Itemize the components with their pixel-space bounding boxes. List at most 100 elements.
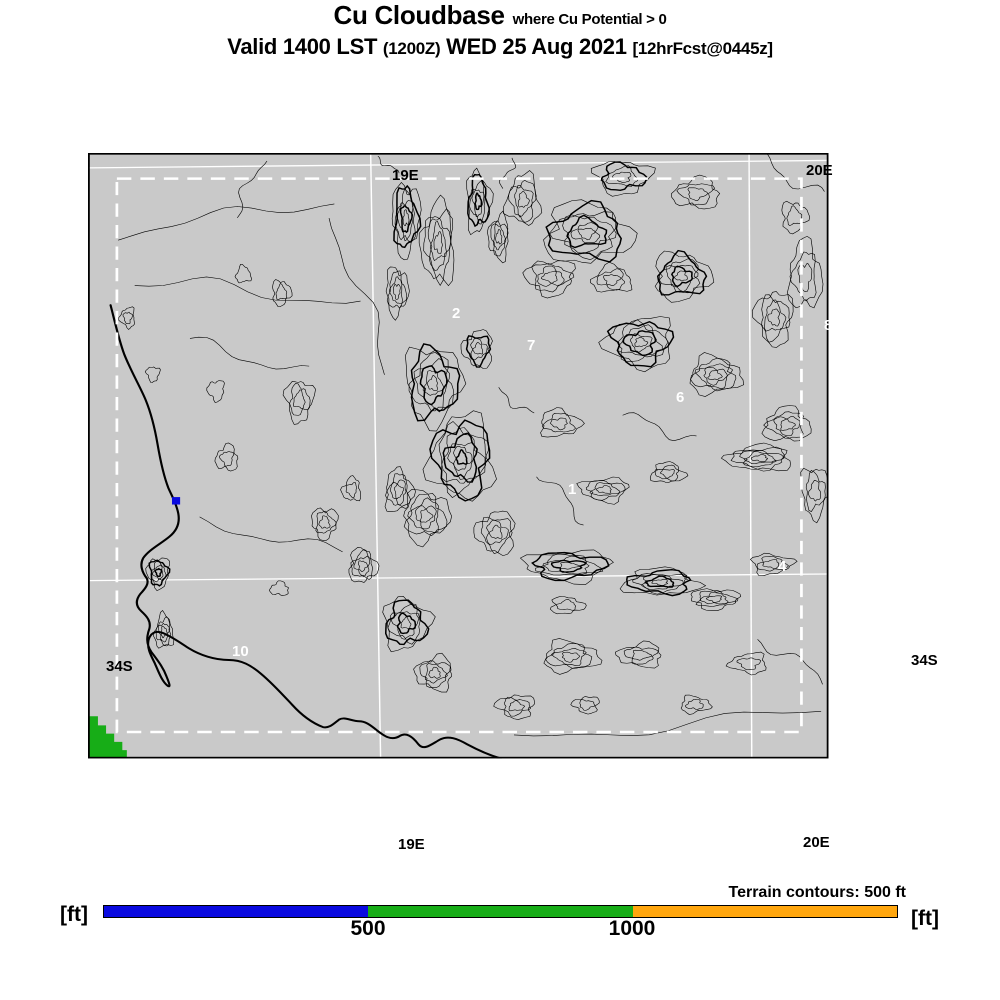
title-line-2: Valid 1400 LST (1200Z) WED 25 Aug 2021 [… (0, 34, 1000, 60)
terrain-contour (694, 363, 734, 389)
terrain-contour (493, 223, 507, 251)
terrain-contour (606, 320, 675, 368)
terrain-contour (670, 265, 694, 288)
terrain-contour (490, 220, 509, 257)
terrain-contour (626, 568, 692, 597)
terrain-contour (541, 412, 576, 433)
terrain-contour (773, 416, 801, 436)
terrain-contour (471, 189, 485, 218)
terrain-contour (730, 446, 786, 472)
terrain-contour (315, 510, 337, 534)
terrain-contour (707, 370, 723, 380)
terrain-contour (508, 700, 526, 712)
terrain-contour (612, 171, 632, 183)
valid-zulu: (1200Z) (382, 39, 441, 58)
colorbar-segment-above-1000 (632, 906, 897, 917)
terrain-contour (396, 612, 417, 635)
terrain-contour (402, 209, 410, 227)
terrain-contour (268, 580, 289, 596)
legend-tick-500: 500 (350, 917, 386, 940)
terrain-contour (419, 365, 448, 406)
terrain-contour (519, 549, 614, 585)
terrain-contour (118, 306, 135, 330)
terrain-contour (429, 419, 491, 502)
terrain-contour (424, 663, 448, 684)
terrain-contour (763, 411, 804, 439)
terrain-contour (154, 567, 163, 578)
terrain-contour (407, 497, 439, 533)
terrain-contour (579, 699, 596, 711)
terrain-contour (644, 575, 675, 588)
terrain-contour (676, 183, 716, 206)
terrain-contour (767, 308, 781, 327)
terrain-contour (656, 249, 708, 296)
terrain-contour (472, 341, 484, 355)
terrain-contour (800, 467, 829, 524)
terrain-contour (517, 191, 530, 208)
terrain-contour (495, 229, 503, 245)
terrain-contour (780, 418, 796, 431)
terrain-contour (549, 595, 587, 615)
terrain-contour (480, 516, 513, 555)
map-svg (88, 153, 829, 759)
terrain-contour (632, 573, 688, 595)
terrain-contour (622, 412, 697, 441)
terrain-contour (690, 588, 742, 611)
terrain-contour (487, 210, 509, 264)
terrain-contour (684, 698, 704, 710)
terrain-contour (387, 603, 421, 645)
terrain-contour (234, 263, 252, 284)
terrain-contour (786, 205, 803, 227)
terrain-contour (522, 260, 576, 299)
terrain-contour (705, 595, 723, 603)
terrain-contour (420, 509, 434, 523)
terrain-contour (415, 505, 437, 530)
terrain-contour (218, 451, 235, 467)
terrain-contour (498, 387, 535, 414)
valid-time: Valid 1400 LST (227, 34, 378, 59)
terrain-contour (455, 448, 468, 466)
terrain-contour (756, 556, 789, 572)
terrain-contour (634, 336, 649, 348)
terrain-contour (632, 649, 652, 661)
terrain-contour (590, 161, 656, 197)
terrain-contour (787, 235, 824, 309)
terrain-contour (275, 283, 288, 301)
terrain-contour (616, 324, 663, 358)
terrain-contour (189, 336, 310, 370)
terrain-contour (651, 578, 669, 586)
terrain-contour (382, 596, 436, 653)
terrain-contour (311, 507, 339, 541)
terrain-contour (603, 274, 622, 286)
terrain-contour (761, 294, 791, 343)
terrain-contour (134, 276, 361, 304)
terrain-contour (659, 258, 701, 294)
terrain-contour (399, 205, 414, 234)
terrain-contour (403, 493, 448, 536)
terrain-contour (540, 270, 558, 284)
terrain-contour (543, 638, 603, 675)
terrain-contour (318, 515, 331, 529)
terrain-contour (413, 652, 452, 693)
terrain-contour (390, 479, 407, 506)
terrain-contour (659, 469, 675, 479)
terrain-contour (764, 299, 787, 332)
terrain-contour (570, 222, 601, 244)
terrain-contour (559, 562, 581, 570)
terrain-contour (537, 265, 565, 287)
terrain-contour (328, 217, 385, 375)
legend-units-left: [ft] (60, 903, 88, 926)
terrain-contour (665, 265, 699, 293)
terrain-contour (690, 357, 737, 392)
terrain-contour (345, 481, 357, 499)
terrain-contour (419, 660, 452, 688)
legend-ticks: 500 1000 (0, 917, 1000, 943)
terrain-contour (465, 335, 492, 368)
terrain-contour (789, 251, 817, 302)
terrain-contour (426, 374, 438, 392)
terrain-contour (397, 200, 414, 242)
terrain-contour (545, 643, 593, 669)
terrain-contour (145, 557, 170, 591)
terrain-contour (447, 442, 475, 480)
terrain-contour (531, 263, 575, 293)
